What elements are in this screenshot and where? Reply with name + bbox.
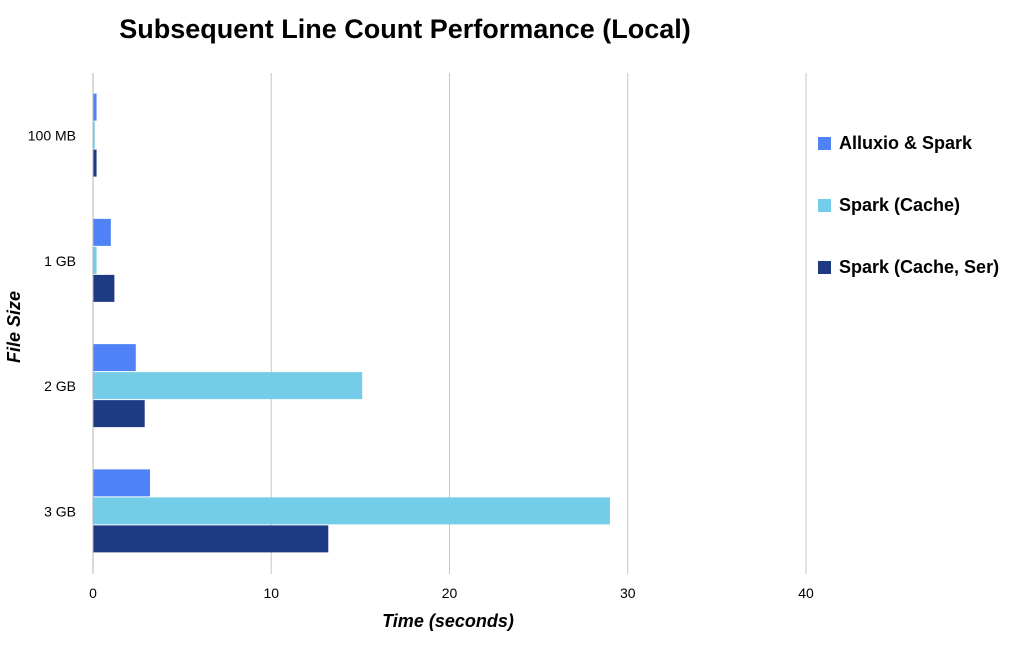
bar: [93, 149, 97, 177]
y-tick-label: 3 GB: [44, 503, 76, 519]
bar: [93, 525, 329, 553]
bar: [93, 246, 97, 274]
bar: [93, 497, 610, 525]
bar: [93, 372, 363, 400]
x-axis-title: Time (seconds): [382, 611, 514, 631]
x-tick-label: 10: [263, 585, 279, 601]
legend-item: Spark (Cache, Ser): [818, 236, 999, 298]
bar: [93, 469, 151, 497]
chart-title: Subsequent Line Count Performance (Local…: [119, 14, 691, 44]
bar: [93, 274, 115, 302]
tick-labels: 0 10 20 30 40 100 MB 1 GB 2 GB 3 GB: [28, 128, 814, 601]
x-tick-label: 40: [798, 585, 814, 601]
legend: Alluxio & Spark Spark (Cache) Spark (Cache…: [818, 112, 999, 298]
legend-item: Spark (Cache): [818, 174, 999, 236]
x-tick-label: 0: [89, 585, 97, 601]
bar: [93, 400, 145, 428]
x-tick-label: 20: [442, 585, 458, 601]
bar: [93, 121, 95, 149]
y-axis-title: File Size: [4, 291, 24, 363]
gridlines: [270, 73, 807, 574]
y-tick-label: 100 MB: [28, 128, 76, 144]
legend-label: Spark (Cache): [839, 194, 961, 215]
bar: [93, 344, 136, 372]
legend-swatch: [818, 136, 831, 150]
legend-label: Spark (Cache, Ser): [839, 256, 1000, 277]
legend-swatch: [818, 260, 831, 274]
bars: [93, 93, 610, 553]
y-tick-label: 2 GB: [44, 378, 76, 394]
y-tick-label: 1 GB: [44, 253, 76, 269]
bar: [93, 218, 111, 246]
legend-swatch: [818, 198, 831, 212]
x-tick-label: 30: [620, 585, 636, 601]
legend-item: Alluxio & Spark: [818, 112, 999, 174]
legend-label: Alluxio & Spark: [839, 132, 973, 153]
bar: [93, 93, 97, 121]
